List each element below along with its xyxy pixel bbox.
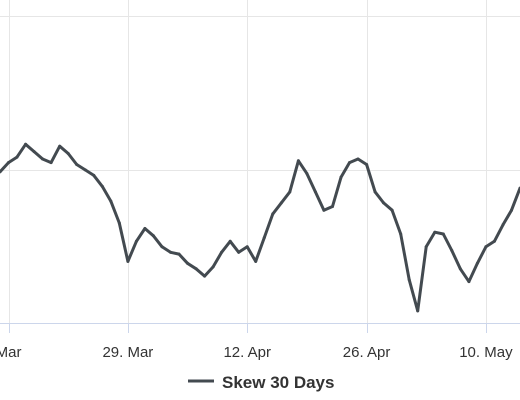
data-point[interactable]	[0, 170, 2, 174]
data-point[interactable]	[228, 239, 232, 243]
series-points	[0, 142, 520, 313]
data-point[interactable]	[83, 168, 87, 172]
data-point[interactable]	[450, 249, 454, 252]
data-point[interactable]	[458, 267, 462, 271]
data-point[interactable]	[7, 161, 10, 165]
data-point[interactable]	[365, 163, 369, 166]
x-tick-label: Mar	[0, 344, 21, 361]
data-point[interactable]	[169, 250, 172, 254]
data-point[interactable]	[143, 227, 147, 230]
data-point[interactable]	[339, 175, 343, 179]
data-point[interactable]	[313, 190, 317, 194]
x-tick-label: 12. Apr	[223, 344, 271, 361]
data-point[interactable]	[424, 245, 428, 249]
series-line-skew-30-days[interactable]	[0, 142, 520, 313]
series-group	[0, 142, 520, 313]
data-point[interactable]	[92, 173, 96, 177]
data-point[interactable]	[186, 261, 189, 265]
data-point[interactable]	[475, 261, 479, 265]
data-point[interactable]	[160, 245, 164, 249]
data-point[interactable]	[322, 208, 326, 212]
data-point[interactable]	[15, 155, 19, 159]
data-point[interactable]	[382, 201, 386, 205]
data-point[interactable]	[279, 201, 283, 205]
data-point[interactable]	[66, 152, 70, 155]
data-point[interactable]	[407, 278, 411, 282]
data-point[interactable]	[399, 232, 403, 236]
data-point[interactable]	[177, 252, 181, 256]
data-point[interactable]	[510, 208, 513, 212]
data-point[interactable]	[254, 259, 258, 263]
data-point[interactable]	[305, 172, 309, 176]
data-point[interactable]	[109, 199, 113, 203]
data-point[interactable]	[433, 230, 437, 234]
data-point[interactable]	[134, 239, 138, 243]
legend[interactable]: Skew 30 Days	[188, 373, 334, 392]
data-point[interactable]	[49, 161, 53, 165]
data-point[interactable]	[58, 144, 62, 148]
data-point[interactable]	[126, 259, 130, 263]
x-tick-label: 10. May	[459, 344, 513, 361]
data-point[interactable]	[441, 232, 445, 236]
data-point[interactable]	[501, 223, 505, 227]
data-point[interactable]	[32, 150, 36, 154]
x-tick-label: 29. Mar	[102, 344, 153, 361]
data-point[interactable]	[348, 161, 351, 165]
data-point[interactable]	[75, 163, 79, 166]
data-point[interactable]	[211, 265, 215, 269]
data-point[interactable]	[220, 250, 224, 254]
data-point[interactable]	[24, 142, 28, 146]
x-tick-label: 26. Apr	[343, 344, 391, 361]
data-point[interactable]	[356, 157, 360, 161]
data-point[interactable]	[237, 250, 241, 254]
data-point[interactable]	[484, 245, 488, 249]
data-point[interactable]	[492, 239, 496, 243]
data-point[interactable]	[390, 208, 394, 212]
data-point[interactable]	[331, 205, 334, 208]
data-point[interactable]	[41, 157, 45, 161]
data-point[interactable]	[151, 234, 155, 238]
data-point[interactable]	[100, 184, 104, 188]
data-point[interactable]	[271, 212, 275, 216]
data-point[interactable]	[203, 274, 207, 278]
data-point[interactable]	[296, 159, 300, 163]
data-point[interactable]	[467, 280, 471, 284]
data-point[interactable]	[288, 190, 292, 194]
data-point[interactable]	[262, 236, 266, 240]
data-point[interactable]	[194, 267, 198, 271]
data-point[interactable]	[245, 245, 249, 249]
data-point[interactable]	[416, 309, 420, 313]
data-point[interactable]	[373, 190, 377, 194]
legend-item-label[interactable]: Skew 30 Days	[222, 373, 334, 392]
data-point[interactable]	[117, 221, 121, 225]
x-axis-ticks: Mar 29. Mar 12. Apr 26. Apr 10. May	[0, 323, 513, 361]
